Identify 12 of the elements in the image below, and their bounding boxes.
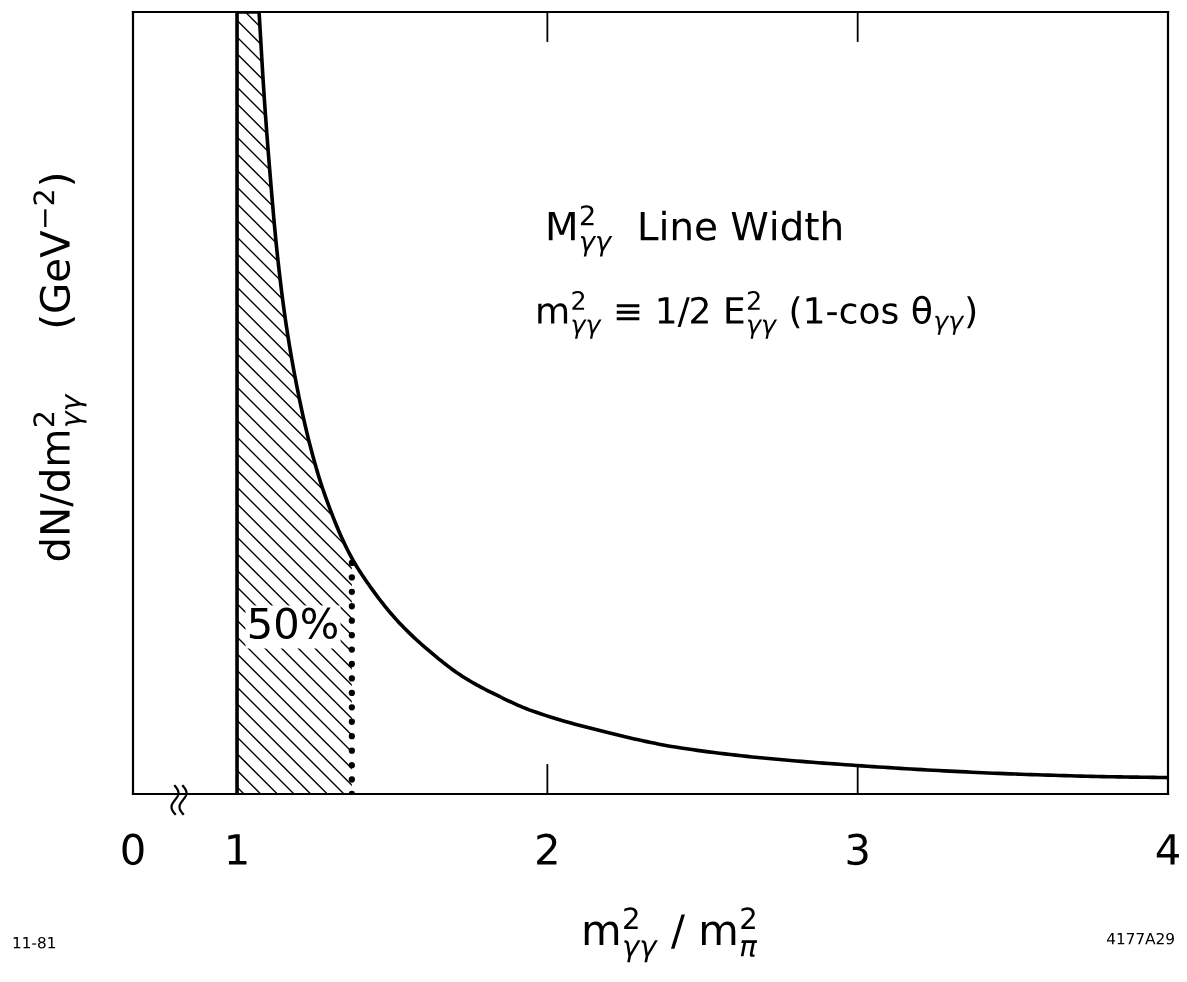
x-tick-label: 2	[537, 833, 557, 865]
text: 4177A29	[1106, 932, 1174, 945]
text: dN/dm$^{2}$$_{γγ}$ (GeV$^{−2}$)	[33, 175, 87, 561]
x-axis-title: m$^{2}$$_{γγ}$ / m$^{2}$$_{π}$	[584, 907, 758, 963]
text: 11-81	[13, 936, 55, 949]
x-tick-label: 1	[228, 834, 247, 865]
x-tick-label: 3	[847, 833, 868, 866]
text: m$^{2}$$_{γγ}$ ≡ 1/2 E$^{2}$$_{γγ}$ (1-cos θ$_{γγ}$)	[538, 290, 976, 339]
x-tick-label: 4	[1156, 834, 1179, 865]
annotation: M$^{2}$$_{γγ}$ Line Width	[548, 205, 841, 257]
text: 0	[122, 833, 144, 866]
annotation: 50%	[249, 607, 338, 640]
